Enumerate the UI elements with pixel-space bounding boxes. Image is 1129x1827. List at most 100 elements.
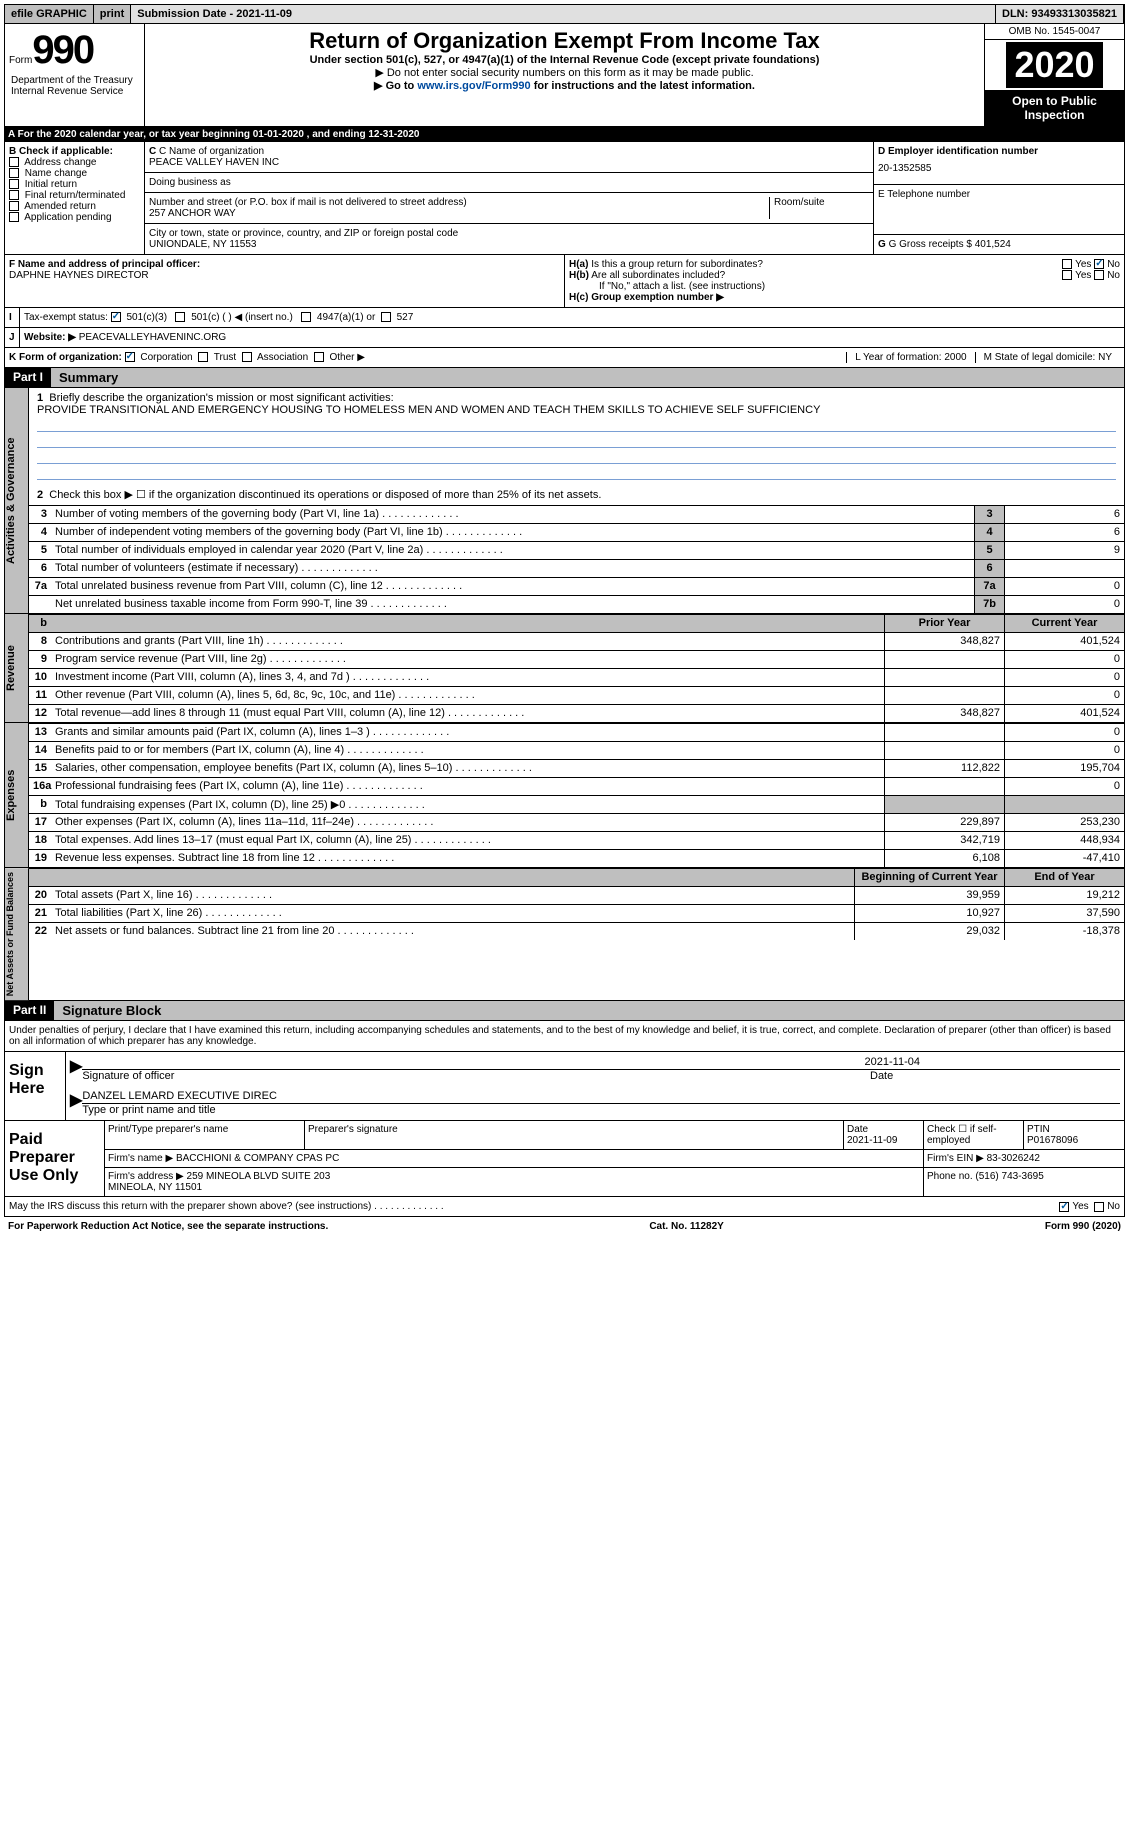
discontinued-check: Check this box ▶ ☐ if the organization d… [49,489,601,501]
ptin-label: PTIN [1027,1124,1121,1135]
print-button[interactable]: print [94,5,131,23]
year-formation: L Year of formation: 2000 [846,352,974,363]
efile-button[interactable]: efile GRAPHIC [5,5,94,23]
city-label: City or town, state or province, country… [149,228,869,239]
form-label: Form [9,55,32,66]
sig-officer-label: Signature of officer [82,1070,870,1082]
group-exemption: H(c) Group exemption number ▶ [569,292,1120,303]
dba-label: Doing business as [149,177,869,188]
4947-checkbox[interactable] [301,312,311,322]
officer-name: DAPHNE HAYNES DIRECTOR [9,270,560,281]
type-name-label: Type or print name and title [82,1104,1120,1116]
section-b-checkbox[interactable] [9,212,19,222]
end-year-header: End of Year [1004,869,1124,886]
form-title: Return of Organization Exempt From Incom… [149,28,980,54]
gross-receipts: 401,524 [975,239,1011,250]
org-name-label: C C Name of organization [149,146,869,157]
period-row: A For the 2020 calendar year, or tax yea… [4,127,1125,142]
hb-no-checkbox[interactable] [1094,270,1104,280]
527-checkbox[interactable] [381,312,391,322]
prep-date: 2021-11-09 [847,1135,920,1146]
part1-title: Summary [51,368,1124,387]
irs-discuss: May the IRS discuss this return with the… [9,1201,1059,1212]
sig-date-label: Date [870,1070,1120,1082]
form-footer: Form 990 (2020) [1045,1221,1121,1232]
group-return-q: H(a) Is this a group return for subordin… [569,259,1120,270]
officer-label: F Name and address of principal officer: [9,259,560,270]
trust-checkbox[interactable] [198,352,208,362]
ein-label: D Employer identification number [878,146,1120,157]
firm-phone-label: Phone no. [927,1171,973,1182]
self-employed-check: Check ☐ if self-employed [924,1121,1024,1149]
firm-ein: 83-3026242 [987,1153,1040,1164]
assoc-checkbox[interactable] [242,352,252,362]
dln: DLN: 93493313035821 [996,5,1124,23]
section-b-checkbox[interactable] [9,190,19,200]
ha-yes-checkbox[interactable] [1062,259,1072,269]
mission-label: Briefly describe the organization's miss… [49,392,393,404]
section-b-label: B Check if applicable: [9,146,140,157]
sig-date-value: 2021-11-04 [865,1056,920,1068]
501c3-checkbox[interactable] [111,312,121,322]
other-checkbox[interactable] [314,352,324,362]
section-b-checkbox[interactable] [9,179,19,189]
vert-revenue: Revenue [5,614,29,722]
form-subtitle-1: Under section 501(c), 527, or 4947(a)(1)… [149,54,980,66]
prior-year-header: Prior Year [884,615,1004,632]
subordinates-q: H(b) Are all subordinates included? Yes … [569,270,1120,281]
section-b-checkbox[interactable] [9,201,19,211]
vert-expenses: Expenses [5,723,29,867]
firm-name-label: Firm's name ▶ [108,1153,173,1164]
part2-title: Signature Block [54,1001,1124,1020]
receipts-label: G G Gross receipts $ [878,239,975,250]
form-org-label: K Form of organization: [9,352,122,363]
vert-net: Net Assets or Fund Balances [5,868,29,1000]
state-domicile: M State of legal domicile: NY [975,352,1120,363]
hb-yes-checkbox[interactable] [1062,270,1072,280]
tax-status-label: Tax-exempt status: [24,312,108,323]
inspection-notice: Open to Public Inspection [985,90,1124,126]
part1-header: Part I [5,368,51,387]
firm-ein-label: Firm's EIN ▶ [927,1153,984,1164]
current-year-header: Current Year [1004,615,1124,632]
city: UNIONDALE, NY 11553 [149,239,869,250]
address: 257 ANCHOR WAY [149,208,769,219]
vert-activities: Activities & Governance [5,388,29,613]
tax-year: 2020 [1006,42,1102,88]
irs-link[interactable]: www.irs.gov/Form990 [417,80,530,92]
officer-group-row: F Name and address of principal officer:… [4,255,1125,308]
form-subtitle-3: ▶ Go to www.irs.gov/Form990 for instruct… [149,79,980,92]
form-subtitle-2: ▶ Do not enter social security numbers o… [149,66,980,79]
firm-addr-label: Firm's address ▶ [108,1171,184,1182]
section-b-checkbox[interactable] [9,157,19,167]
tel-label: E Telephone number [878,189,1120,200]
firm-phone: (516) 743-3695 [975,1171,1043,1182]
cat-number: Cat. No. 11282Y [649,1221,723,1232]
website-value: PEACEVALLEYHAVENINC.ORG [79,332,226,343]
omb-number: OMB No. 1545-0047 [985,24,1124,40]
addr-label: Number and street (or P.O. box if mail i… [149,197,769,208]
website-label: Website: ▶ [24,332,76,343]
ha-no-checkbox[interactable] [1094,259,1104,269]
section-b-checkbox[interactable] [9,168,19,178]
penalty-statement: Under penalties of perjury, I declare th… [4,1021,1125,1052]
paid-preparer-label: Paid Preparer Use Only [5,1121,105,1196]
part2-header: Part II [5,1001,54,1020]
department: Department of the Treasury Internal Reve… [9,73,140,99]
ptin-value: P01678096 [1027,1135,1121,1146]
discuss-no-checkbox[interactable] [1094,1202,1104,1212]
begin-year-header: Beginning of Current Year [854,869,1004,886]
submission-date: Submission Date - 2021-11-09 [131,5,996,23]
prep-sig-label: Preparer's signature [305,1121,844,1149]
prep-name-label: Print/Type preparer's name [105,1121,305,1149]
501c-checkbox[interactable] [175,312,185,322]
sign-here-label: Sign Here [5,1052,65,1120]
room-label: Room/suite [769,197,869,219]
firm-name: BACCHIONI & COMPANY CPAS PC [176,1153,339,1164]
corp-checkbox[interactable] [125,352,135,362]
org-name: PEACE VALLEY HAVEN INC [149,157,869,168]
officer-name-value: DANZEL LEMARD EXECUTIVE DIREC [82,1090,1120,1104]
form-header: Form990 Department of the Treasury Inter… [4,24,1125,127]
discuss-yes-checkbox[interactable] [1059,1202,1069,1212]
entity-info: B Check if applicable: Address change Na… [4,142,1125,255]
